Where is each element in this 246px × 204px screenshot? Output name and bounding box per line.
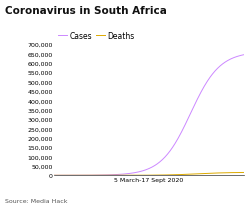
Deaths [53, 174, 56, 177]
Cases [242, 54, 245, 57]
Cases [212, 72, 215, 74]
Deaths [242, 171, 245, 174]
Text: Source: Media Hack: Source: Media Hack [5, 198, 67, 203]
Cases [224, 61, 227, 64]
Deaths [53, 174, 56, 177]
Deaths [212, 172, 215, 174]
Text: Coronavirus in South Africa: Coronavirus in South Africa [5, 6, 167, 16]
Cases [165, 154, 168, 156]
Legend: Cases, Deaths: Cases, Deaths [58, 32, 135, 41]
Cases [53, 174, 56, 177]
Deaths [224, 172, 227, 174]
Deaths [169, 174, 171, 176]
Line: Deaths: Deaths [54, 173, 244, 175]
Line: Cases: Cases [54, 55, 244, 175]
Cases [165, 155, 168, 157]
Cases [53, 174, 56, 177]
Cases [169, 150, 171, 152]
Deaths [165, 174, 168, 176]
Deaths [165, 174, 168, 176]
